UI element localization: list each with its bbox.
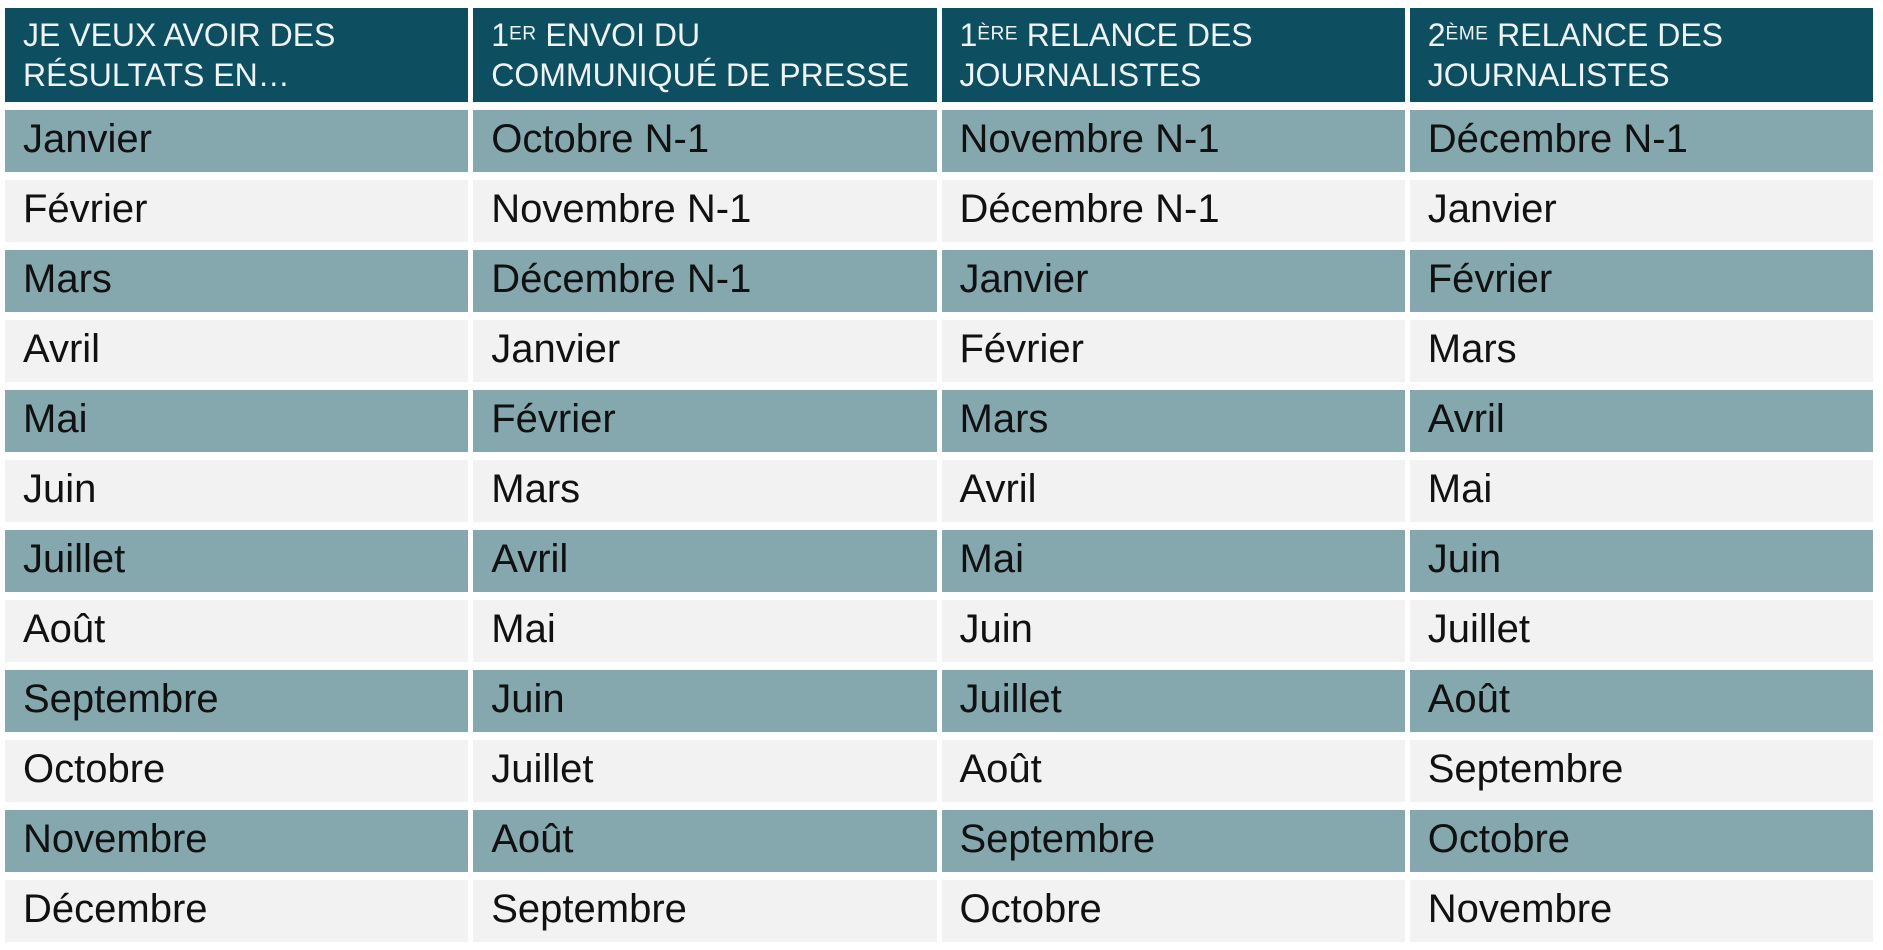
table-row: Novembre Août Septembre Octobre: [5, 810, 1873, 872]
cell-first-followup: Juin: [941, 600, 1405, 662]
cell-result-month: Mai: [5, 390, 469, 452]
cell-second-followup: Avril: [1409, 390, 1873, 452]
table-row: Décembre Septembre Octobre Novembre: [5, 880, 1873, 942]
table-row: Juin Mars Avril Mai: [5, 460, 1873, 522]
cell-first-followup: Mai: [941, 530, 1405, 592]
cell-result-month: Juillet: [5, 530, 469, 592]
table-row: Mai Février Mars Avril: [5, 390, 1873, 452]
table-row: Février Novembre N-1 Décembre N-1 Janvie…: [5, 180, 1873, 242]
cell-first-followup: Mars: [941, 390, 1405, 452]
column-header-first-followup: 1ÈRE RELANCE DES JOURNALISTES: [941, 8, 1405, 102]
cell-second-followup: Décembre N-1: [1409, 110, 1873, 172]
cell-second-followup: Juin: [1409, 530, 1873, 592]
cell-first-followup: Octobre: [941, 880, 1405, 942]
ordinal-suffix: ÈME: [1445, 23, 1489, 45]
table-row: Août Mai Juin Juillet: [5, 600, 1873, 662]
column-header-text: 1: [959, 17, 978, 53]
cell-result-month: Avril: [5, 320, 469, 382]
cell-press-release-send: Juin: [473, 670, 937, 732]
column-header-text-rest: RELANCE DES JOURNALISTES: [1427, 17, 1724, 93]
cell-second-followup: Septembre: [1409, 740, 1873, 802]
cell-second-followup: Octobre: [1409, 810, 1873, 872]
cell-press-release-send: Décembre N-1: [473, 250, 937, 312]
column-header-press-release-send: 1ER ENVOI DU COMMUNIQUÉ DE PRESSE: [473, 8, 937, 102]
table-row: Octobre Juillet Août Septembre: [5, 740, 1873, 802]
cell-first-followup: Août: [941, 740, 1405, 802]
cell-second-followup: Mai: [1409, 460, 1873, 522]
cell-press-release-send: Janvier: [473, 320, 937, 382]
table-body: Janvier Octobre N-1 Novembre N-1 Décembr…: [5, 110, 1873, 942]
cell-result-month: Mars: [5, 250, 469, 312]
cell-result-month: Août: [5, 600, 469, 662]
cell-second-followup: Août: [1409, 670, 1873, 732]
column-header-text-rest: RELANCE DES JOURNALISTES: [959, 17, 1253, 93]
table-header: JE VEUX AVOIR DES RÉSULTATS EN… 1ER ENVO…: [5, 8, 1873, 102]
table-row: Janvier Octobre N-1 Novembre N-1 Décembr…: [5, 110, 1873, 172]
cell-press-release-send: Août: [473, 810, 937, 872]
column-header-second-followup: 2ÈME RELANCE DES JOURNALISTES: [1409, 8, 1873, 102]
cell-first-followup: Novembre N-1: [941, 110, 1405, 172]
column-header-text-rest: ENVOI DU COMMUNIQUÉ DE PRESSE: [491, 17, 910, 93]
column-header-text: 2: [1427, 17, 1446, 53]
cell-result-month: Février: [5, 180, 469, 242]
cell-first-followup: Avril: [941, 460, 1405, 522]
cell-press-release-send: Avril: [473, 530, 937, 592]
cell-result-month: Janvier: [5, 110, 469, 172]
cell-first-followup: Janvier: [941, 250, 1405, 312]
cell-second-followup: Novembre: [1409, 880, 1873, 942]
cell-first-followup: Juillet: [941, 670, 1405, 732]
cell-result-month: Juin: [5, 460, 469, 522]
cell-press-release-send: Février: [473, 390, 937, 452]
cell-result-month: Décembre: [5, 880, 469, 942]
column-header-text: 1: [491, 17, 510, 53]
cell-second-followup: Juillet: [1409, 600, 1873, 662]
table-row: Septembre Juin Juillet Août: [5, 670, 1873, 732]
cell-press-release-send: Septembre: [473, 880, 937, 942]
cell-second-followup: Mars: [1409, 320, 1873, 382]
cell-result-month: Septembre: [5, 670, 469, 732]
cell-result-month: Novembre: [5, 810, 469, 872]
ordinal-suffix: ÈRE: [977, 23, 1018, 45]
cell-press-release-send: Juillet: [473, 740, 937, 802]
ordinal-suffix: ER: [509, 23, 537, 45]
cell-first-followup: Décembre N-1: [941, 180, 1405, 242]
table-row: Mars Décembre N-1 Janvier Février: [5, 250, 1873, 312]
column-header-results-month: JE VEUX AVOIR DES RÉSULTATS EN…: [5, 8, 469, 102]
cell-result-month: Octobre: [5, 740, 469, 802]
cell-press-release-send: Mars: [473, 460, 937, 522]
cell-first-followup: Septembre: [941, 810, 1405, 872]
table-row: Juillet Avril Mai Juin: [5, 530, 1873, 592]
table-row: Avril Janvier Février Mars: [5, 320, 1873, 382]
column-header-text: JE VEUX AVOIR DES RÉSULTATS EN…: [23, 17, 336, 93]
cell-first-followup: Février: [941, 320, 1405, 382]
cell-press-release-send: Novembre N-1: [473, 180, 937, 242]
cell-second-followup: Janvier: [1409, 180, 1873, 242]
header-row: JE VEUX AVOIR DES RÉSULTATS EN… 1ER ENVO…: [5, 8, 1873, 102]
cell-press-release-send: Octobre N-1: [473, 110, 937, 172]
cell-second-followup: Février: [1409, 250, 1873, 312]
cell-press-release-send: Mai: [473, 600, 937, 662]
